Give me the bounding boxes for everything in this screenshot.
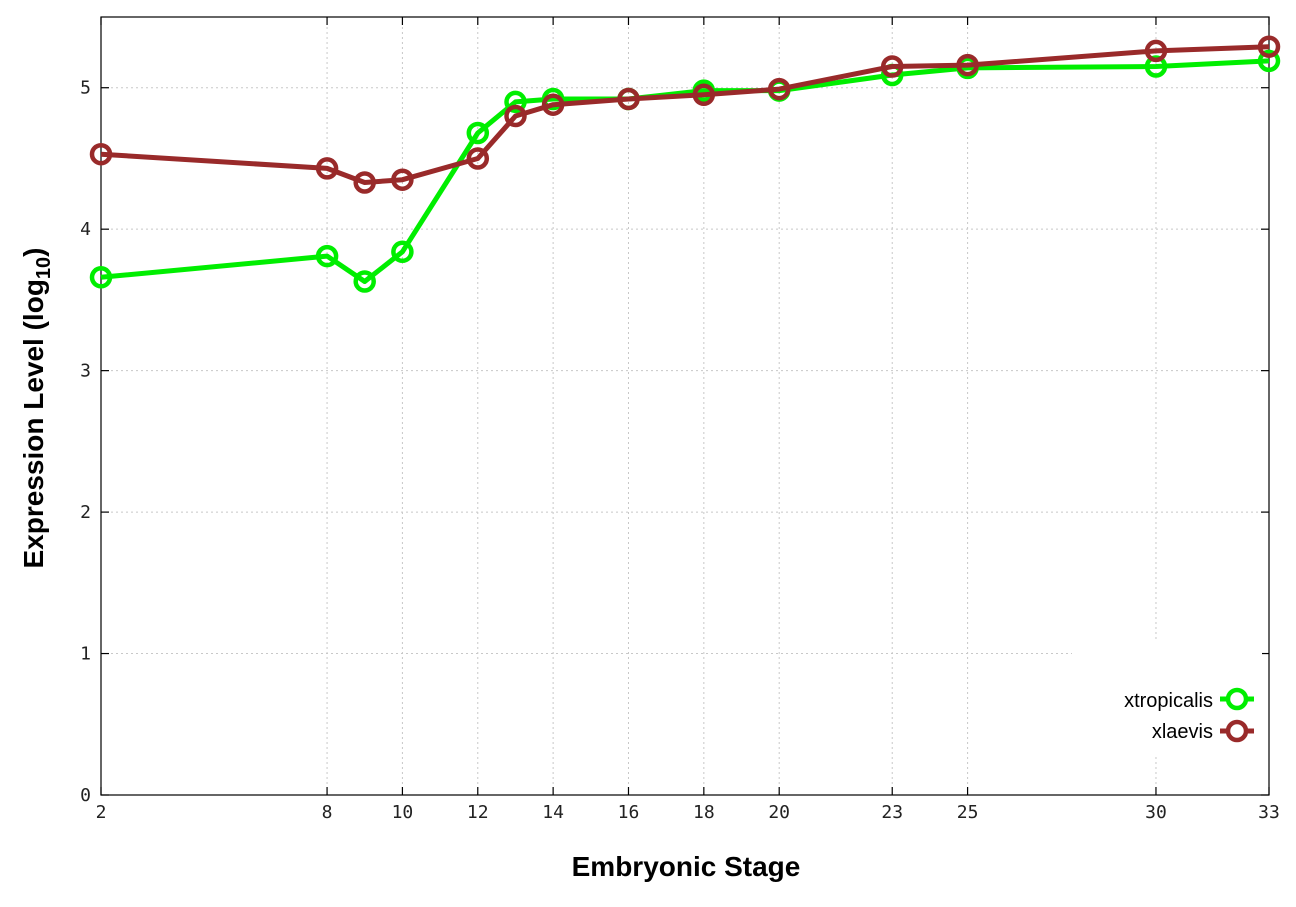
x-tick-label: 30 — [1145, 802, 1167, 823]
y-tick-label: 0 — [80, 785, 91, 806]
x-tick-label: 23 — [881, 802, 903, 823]
data-point-xtropicalis — [391, 240, 414, 264]
plot-frame — [100, 16, 1270, 796]
data-point-xlaevis — [315, 157, 339, 180]
data-point-xtropicalis — [315, 244, 339, 268]
legend-label-xlaevis: xlaevis — [1152, 721, 1213, 743]
data-point-xlaevis — [692, 83, 716, 107]
y-tick-label: 4 — [80, 219, 91, 240]
series-layer — [89, 35, 1281, 293]
x-tick-label: 12 — [467, 802, 489, 823]
data-point-xtropicalis — [89, 266, 113, 289]
data-point-xlaevis — [880, 55, 904, 78]
data-point-xlaevis — [391, 168, 414, 191]
data-point-xlaevis — [1257, 35, 1281, 58]
x-tick-label: 33 — [1258, 802, 1280, 823]
y-axis-title-close: ) — [18, 248, 49, 257]
x-tick-label: 18 — [693, 802, 715, 823]
data-point-xlaevis — [1144, 39, 1168, 63]
data-point-xlaevis — [353, 171, 376, 194]
data-point-xtropicalis — [466, 121, 490, 145]
y-axis-title: Expression Level (log10) — [18, 248, 55, 569]
data-point-xlaevis — [767, 77, 791, 101]
y-tick-label: 5 — [80, 78, 91, 99]
data-point-xlaevis — [466, 147, 490, 170]
data-point-xlaevis — [617, 87, 640, 111]
x-tick-label: 20 — [768, 802, 790, 823]
data-point-xtropicalis — [1144, 55, 1168, 78]
x-tick-label: 16 — [618, 802, 640, 823]
y-tick-label: 3 — [80, 361, 91, 382]
y-tick-label: 2 — [80, 502, 91, 523]
legend-label-xtropicalis: xtropicalis — [1124, 690, 1213, 712]
series-line-xlaevis — [100, 44, 1270, 185]
legend-entry-xtropicalis: xtropicalis — [1124, 687, 1254, 712]
legend-marker-xtropicalis — [1225, 687, 1249, 711]
data-point-xlaevis — [956, 53, 979, 77]
y-tick-label: 1 — [80, 644, 91, 665]
data-point-xlaevis — [89, 142, 113, 166]
legend-entry-xlaevis: xlaevis — [1152, 719, 1254, 743]
y-axis-title-subscript: 10 — [33, 257, 55, 279]
x-tick-label: 25 — [957, 802, 979, 823]
y-axis-title-main: Expression Level (log — [18, 279, 49, 568]
x-tick-label: 2 — [96, 802, 107, 823]
data-point-xtropicalis — [353, 270, 376, 293]
data-point-xlaevis — [504, 104, 527, 128]
x-tick-label: 8 — [322, 802, 333, 823]
data-point-xlaevis — [541, 93, 565, 116]
legend: xtropicalis xlaevis — [1072, 640, 1262, 755]
x-tick-label: 10 — [392, 802, 414, 823]
x-tick-label: 14 — [542, 802, 564, 823]
x-axis-title: Embryonic Stage — [572, 851, 801, 882]
legend-marker-xlaevis — [1225, 719, 1249, 743]
data-point-xtropicalis — [1257, 49, 1281, 73]
data-point-xtropicalis — [504, 90, 527, 114]
